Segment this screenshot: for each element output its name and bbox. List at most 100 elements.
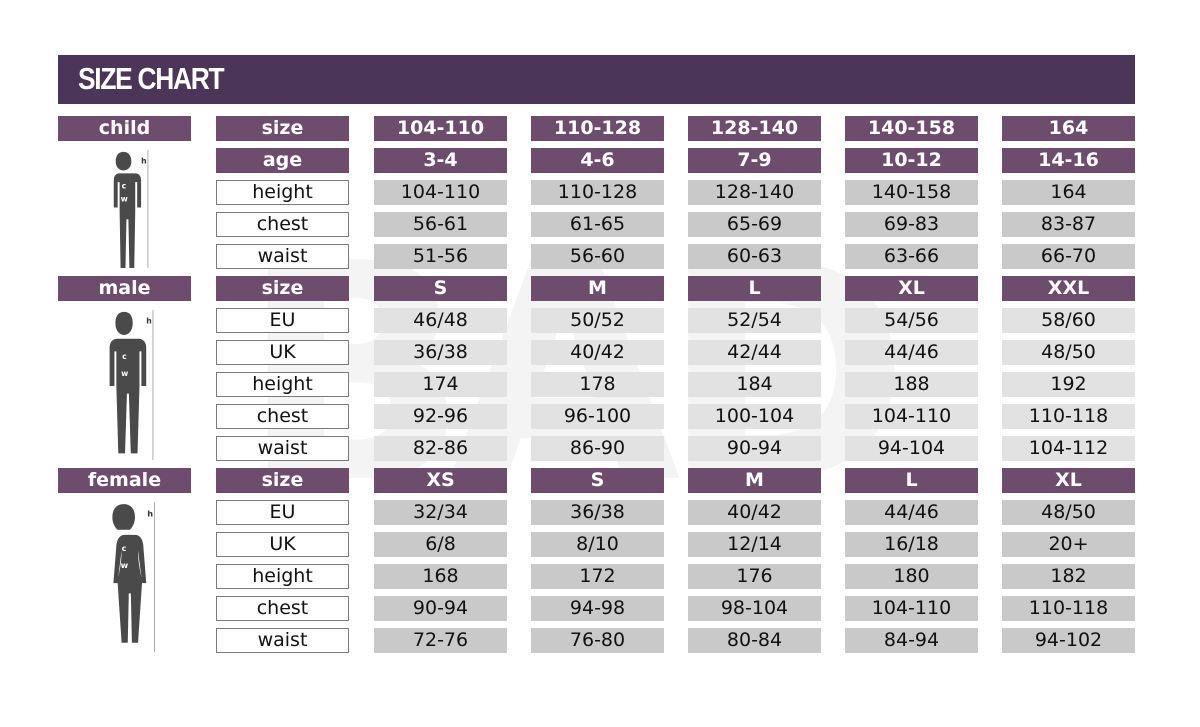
table-cell: 96-100	[531, 404, 664, 429]
table-cell: 128-140	[688, 180, 821, 205]
table-cell: 46/48	[374, 308, 507, 333]
table-cell: 94-104	[845, 436, 978, 461]
section-label-male: male	[58, 276, 191, 301]
table-cell: 63-66	[845, 244, 978, 269]
table-cell: 44/46	[845, 500, 978, 525]
table-cell: 104-112	[1002, 436, 1135, 461]
table-cell: 174	[374, 372, 507, 397]
size-header-cell: 104-110	[374, 116, 507, 141]
size-header-cell: 128-140	[688, 116, 821, 141]
table-cell: 188	[845, 372, 978, 397]
table-cell: 100-104	[688, 404, 821, 429]
table-cell: 90-94	[688, 436, 821, 461]
size-header-cell: 164	[1002, 116, 1135, 141]
table-cell: 192	[1002, 372, 1135, 397]
size-header-cell: XL	[1002, 468, 1135, 493]
table-cell: 36/38	[531, 500, 664, 525]
table-cell: 168	[374, 564, 507, 589]
table-cell: 94-102	[1002, 628, 1135, 653]
table-cell: 69-83	[845, 212, 978, 237]
row-label-waist: waist	[216, 244, 349, 269]
table-cell: 48/50	[1002, 500, 1135, 525]
table-cell: 84-94	[845, 628, 978, 653]
table-cell: 182	[1002, 564, 1135, 589]
size-header-cell: 110-128	[531, 116, 664, 141]
size-header-cell: S	[531, 468, 664, 493]
table-cell: 56-61	[374, 212, 507, 237]
table-cell: 12/14	[688, 532, 821, 557]
row-label-height: height	[216, 564, 349, 589]
row-label-uk: UK	[216, 532, 349, 557]
table-cell: 86-90	[531, 436, 664, 461]
table-cell: 104-110	[845, 404, 978, 429]
table-cell: 94-98	[531, 596, 664, 621]
row-label-chest: chest	[216, 212, 349, 237]
table-cell: 172	[531, 564, 664, 589]
size-header-cell: M	[531, 276, 664, 301]
row-label-size: size	[216, 116, 349, 141]
table-cell: 110-128	[531, 180, 664, 205]
table-cell: 32/34	[374, 500, 507, 525]
table-cell: 92-96	[374, 404, 507, 429]
row-label-height: height	[216, 180, 349, 205]
row-label-eu: EU	[216, 500, 349, 525]
table-cell: 36/38	[374, 340, 507, 365]
table-cell: 52/54	[688, 308, 821, 333]
table-cell: 80-84	[688, 628, 821, 653]
table-cell: 76-80	[531, 628, 664, 653]
row-label-waist: waist	[216, 436, 349, 461]
table-cell: 58/60	[1002, 308, 1135, 333]
svg-text:c: c	[122, 543, 127, 553]
svg-text:h: h	[146, 316, 151, 325]
size-header-cell: XXL	[1002, 276, 1135, 301]
table-cell: 56-60	[531, 244, 664, 269]
page-title: SIZE CHART	[78, 61, 225, 96]
table-cell: 61-65	[531, 212, 664, 237]
row-label-chest: chest	[216, 596, 349, 621]
table-cell: 110-118	[1002, 404, 1135, 429]
row-label-height: height	[216, 372, 349, 397]
row-label-size: size	[216, 468, 349, 493]
row-label-chest: chest	[216, 404, 349, 429]
svg-text:w: w	[121, 560, 129, 570]
title-banner: SIZE CHART	[58, 55, 1135, 104]
table-cell: 42/44	[688, 340, 821, 365]
table-cell: 7-9	[688, 148, 821, 173]
table-cell: 51-56	[374, 244, 507, 269]
table-cell: 104-110	[845, 596, 978, 621]
table-cell: 82-86	[374, 436, 507, 461]
row-label-waist: waist	[216, 628, 349, 653]
size-header-cell: S	[374, 276, 507, 301]
svg-text:w: w	[121, 369, 128, 378]
table-cell: 176	[688, 564, 821, 589]
table-cell: 104-110	[374, 180, 507, 205]
svg-text:h: h	[148, 508, 154, 518]
table-cell: 6/8	[374, 532, 507, 557]
table-cell: 44/46	[845, 340, 978, 365]
row-label-age: age	[216, 148, 349, 173]
table-cell: 20+	[1002, 532, 1135, 557]
size-header-cell: XL	[845, 276, 978, 301]
table-cell: 90-94	[374, 596, 507, 621]
table-cell: 184	[688, 372, 821, 397]
table-cell: 48/50	[1002, 340, 1135, 365]
section-label-female: female	[58, 468, 191, 493]
table-cell: 65-69	[688, 212, 821, 237]
size-header-cell: M	[688, 468, 821, 493]
size-header-cell: XS	[374, 468, 507, 493]
table-cell: 180	[845, 564, 978, 589]
table-cell: 54/56	[845, 308, 978, 333]
table-cell: 8/10	[531, 532, 664, 557]
row-label-size: size	[216, 276, 349, 301]
table-cell: 110-118	[1002, 596, 1135, 621]
table-cell: 40/42	[688, 500, 821, 525]
size-header-cell: L	[845, 468, 978, 493]
table-cell: 60-63	[688, 244, 821, 269]
size-header-cell: 140-158	[845, 116, 978, 141]
table-cell: 4-6	[531, 148, 664, 173]
size-header-cell: L	[688, 276, 821, 301]
table-cell: 40/42	[531, 340, 664, 365]
